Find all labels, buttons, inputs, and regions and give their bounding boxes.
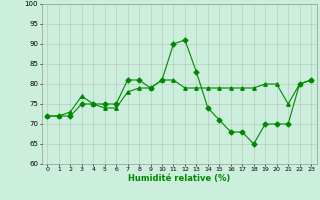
X-axis label: Humidité relative (%): Humidité relative (%) — [128, 174, 230, 183]
